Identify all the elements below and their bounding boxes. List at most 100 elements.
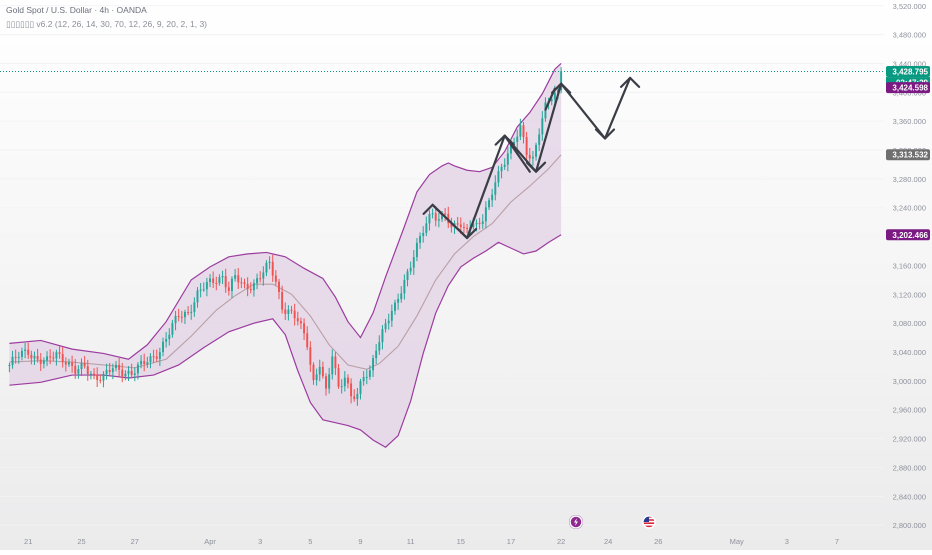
candle-body[interactable] [284,309,287,314]
candle-body[interactable] [8,364,11,366]
candle-body[interactable] [64,362,67,365]
candle-body[interactable] [553,92,556,100]
symbol-title[interactable]: Gold Spot / U.S. Dollar · 4h · OANDA [6,5,147,15]
candle-body[interactable] [52,357,55,359]
candle-body[interactable] [177,316,180,318]
candle-body[interactable] [180,316,183,318]
candle-body[interactable] [560,71,563,91]
candle-body[interactable] [321,366,324,377]
candle-body[interactable] [381,329,384,343]
candle-body[interactable] [318,366,321,375]
candle-body[interactable] [513,141,516,144]
candle-body[interactable] [130,370,133,375]
candle-body[interactable] [390,310,393,321]
candle-body[interactable] [525,137,528,156]
candle-body[interactable] [205,281,208,290]
candle-body[interactable] [459,224,462,227]
candle-body[interactable] [372,358,375,371]
candle-body[interactable] [397,299,400,303]
candle-body[interactable] [212,278,215,284]
candle-body[interactable] [14,356,17,358]
basis-tag[interactable]: 3,313.532 [892,151,928,160]
candle-body[interactable] [99,379,102,381]
indicator-label[interactable]: ▯▯▯▯▯▯ v6.2 (12, 26, 14, 30, 70, 12, 26,… [6,19,208,29]
candle-body[interactable] [77,369,80,374]
candle-body[interactable] [83,363,86,367]
candle-body[interactable] [271,261,274,276]
candle-body[interactable] [550,99,553,102]
candle-body[interactable] [306,333,309,348]
candle-body[interactable] [93,373,96,375]
candle-body[interactable] [162,341,164,353]
projection-arrowhead[interactable] [551,82,572,94]
candle-body[interactable] [96,374,99,380]
candle-body[interactable] [36,355,39,360]
candle-body[interactable] [384,323,387,330]
candle-body[interactable] [428,214,431,224]
candle-body[interactable] [234,275,237,279]
candle-body[interactable] [190,311,193,313]
candle-body[interactable] [146,362,149,365]
candle-body[interactable] [115,364,117,369]
candle-body[interactable] [140,360,143,365]
candle-body[interactable] [165,338,168,342]
candle-body[interactable] [227,287,230,291]
candle-body[interactable] [202,289,205,291]
candle-body[interactable] [230,278,233,291]
candle-body[interactable] [475,222,478,225]
candle-body[interactable] [538,134,541,145]
candle-body[interactable] [152,356,155,358]
candle-body[interactable] [299,321,302,324]
candle-body[interactable] [237,275,240,283]
candle-body[interactable] [74,365,77,374]
candle-body[interactable] [516,136,519,142]
candle-body[interactable] [484,207,487,222]
candle-body[interactable] [500,166,503,172]
us-flag-icon[interactable] [642,515,656,529]
candle-body[interactable] [274,275,277,282]
candle-body[interactable] [325,376,327,389]
candle-body[interactable] [431,213,434,215]
candle-body[interactable] [340,386,343,388]
candle-body[interactable] [86,366,89,374]
candle-body[interactable] [149,356,152,363]
projection-arrowhead[interactable] [594,128,616,140]
projection-arrowhead[interactable] [494,134,515,146]
candle-body[interactable] [506,153,509,165]
candle-body[interactable] [290,309,293,311]
candle-body[interactable] [365,376,368,378]
candle-body[interactable] [535,144,538,157]
candle-body[interactable] [359,381,362,394]
candle-body[interactable] [268,261,271,263]
candle-body[interactable] [218,277,221,284]
candle-body[interactable] [133,373,136,375]
projection-drawing[interactable] [503,134,531,173]
candle-body[interactable] [394,302,396,311]
candle-body[interactable] [337,368,340,387]
candle-body[interactable] [27,349,30,355]
candle-body[interactable] [312,364,315,381]
candle-body[interactable] [187,312,190,314]
candle-body[interactable] [143,360,146,365]
candle-body[interactable] [265,262,268,273]
candle-body[interactable] [252,283,255,291]
candle-body[interactable] [450,223,453,228]
band-lower-tag[interactable]: 3,202.466 [892,231,928,240]
candle-body[interactable] [183,312,186,318]
candle-body[interactable] [412,257,415,268]
candle-body[interactable] [67,362,70,365]
candle-body[interactable] [249,289,252,291]
candle-body[interactable] [136,364,139,374]
candle-body[interactable] [328,374,331,389]
candle-body[interactable] [309,347,312,365]
candle-body[interactable] [437,219,440,221]
candle-body[interactable] [168,334,171,339]
projection-arrowhead[interactable] [619,76,641,89]
candle-body[interactable] [462,226,465,228]
candle-body[interactable] [441,213,443,220]
candle-body[interactable] [46,356,48,361]
candle-body[interactable] [158,352,161,359]
candle-body[interactable] [287,309,290,314]
candle-body[interactable] [415,242,418,258]
